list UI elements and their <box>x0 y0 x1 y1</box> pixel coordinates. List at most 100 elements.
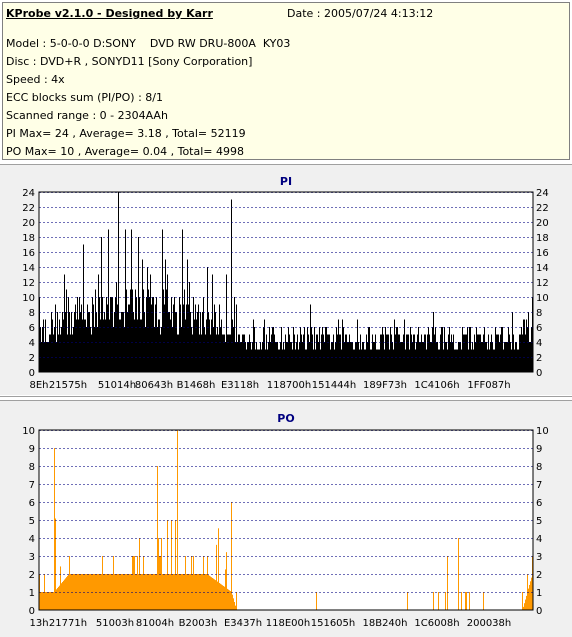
bar <box>92 574 93 610</box>
bar <box>169 312 170 372</box>
bar <box>198 304 199 372</box>
bar <box>106 574 107 610</box>
bar <box>443 349 444 372</box>
bar <box>452 342 453 372</box>
bar <box>215 312 216 372</box>
bar <box>151 304 152 372</box>
bar <box>525 599 526 610</box>
bar <box>433 312 434 372</box>
bar <box>136 574 137 610</box>
x-tick-label: 51014h <box>98 380 136 391</box>
y-tick-label-right: 8 <box>536 308 542 319</box>
bar <box>258 349 259 372</box>
bar <box>41 592 42 610</box>
bar <box>160 334 161 372</box>
bar <box>297 334 298 372</box>
bar <box>179 574 180 610</box>
y-tick-label-right: 5 <box>536 516 542 527</box>
bar <box>61 583 62 610</box>
y-tick-label-left: 24 <box>22 188 35 199</box>
bar <box>295 349 296 372</box>
bar <box>241 342 242 372</box>
bar <box>305 349 306 372</box>
bar <box>306 349 307 372</box>
ecc-sum-line: ECC blocks sum (PI/PO) : 8/1 <box>6 91 163 104</box>
bar <box>40 592 41 610</box>
bar <box>377 349 378 372</box>
bar <box>190 574 191 610</box>
bar <box>85 574 86 610</box>
bar <box>171 520 172 610</box>
bar <box>158 319 159 372</box>
bar <box>281 327 282 372</box>
bar <box>528 588 529 610</box>
bar <box>183 574 184 610</box>
bar <box>351 342 352 372</box>
bar <box>174 297 175 372</box>
bar <box>181 574 182 610</box>
bar <box>225 569 226 610</box>
bar <box>79 574 80 610</box>
bar <box>422 342 423 372</box>
bar <box>209 575 210 610</box>
bar <box>202 312 203 372</box>
bar <box>224 334 225 372</box>
bar <box>47 592 48 610</box>
bar <box>378 349 379 372</box>
bar <box>114 574 115 610</box>
bar <box>507 342 508 372</box>
x-tick-label: 1C6008h <box>414 618 459 629</box>
bar <box>211 577 212 610</box>
bar <box>530 342 531 372</box>
bar <box>432 327 433 372</box>
bar <box>161 327 162 372</box>
bar <box>376 349 377 372</box>
bar <box>184 289 185 372</box>
bar <box>445 592 446 610</box>
bar <box>71 312 72 372</box>
bar <box>414 334 415 372</box>
y-tick-label-left: 18 <box>22 233 35 244</box>
bar <box>124 574 125 610</box>
bar <box>494 349 495 372</box>
bar <box>203 297 204 372</box>
bar <box>245 342 246 372</box>
bar <box>213 578 214 610</box>
bar <box>263 327 264 372</box>
bar <box>224 586 225 610</box>
y-tick-label-right: 1 <box>536 588 542 599</box>
bar <box>101 574 102 610</box>
bar <box>195 304 196 372</box>
bar <box>524 319 525 372</box>
bar <box>64 274 65 372</box>
bar <box>389 349 390 372</box>
bar <box>215 580 216 610</box>
bar <box>165 259 166 372</box>
bar <box>243 334 244 372</box>
bar <box>489 349 490 372</box>
bar <box>194 574 195 610</box>
y-tick-label-left: 8 <box>29 308 35 319</box>
bar <box>270 342 271 372</box>
bar <box>137 319 138 372</box>
bar <box>58 334 59 372</box>
bar <box>320 349 321 372</box>
bar <box>62 582 63 610</box>
bar <box>96 574 97 610</box>
bar <box>201 574 202 610</box>
bar <box>252 342 253 372</box>
bar <box>164 574 165 610</box>
bar <box>98 574 99 610</box>
bar <box>97 574 98 610</box>
bar <box>117 574 118 610</box>
x-tick-label: 21771h <box>49 618 87 629</box>
bar <box>294 334 295 372</box>
y-tick-label-right: 0 <box>536 368 542 379</box>
bar <box>53 334 54 372</box>
bar <box>446 342 447 372</box>
scanned-range-line: Scanned range : 0 - 2304AAh <box>6 109 168 122</box>
bar <box>288 327 289 372</box>
bar <box>265 349 266 372</box>
bar <box>150 574 151 610</box>
bar <box>77 297 78 372</box>
